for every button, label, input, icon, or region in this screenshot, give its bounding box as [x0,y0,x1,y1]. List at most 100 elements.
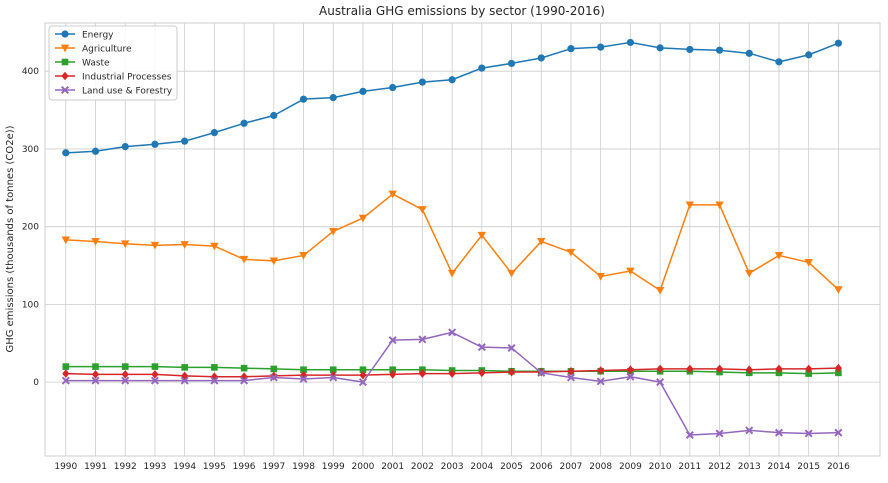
data-point [835,369,842,377]
data-point [566,373,575,382]
data-point [656,44,664,52]
x-tick-label: 2011 [678,462,701,472]
y-tick-label: 0 [33,378,39,388]
data-point [834,39,842,47]
data-point [151,140,159,148]
data-point [537,54,545,62]
series-1 [61,190,843,295]
x-tick-label: 1992 [114,462,137,472]
data-point [448,328,457,337]
data-point [775,58,783,66]
data-point [299,252,308,260]
data-point [210,129,218,137]
legend-label: Industrial Processes [82,73,172,83]
data-point [270,365,278,373]
legend-label: Agriculture [82,45,132,55]
x-tick-label: 1994 [173,462,196,472]
data-point [358,378,367,387]
x-tick-label: 2001 [381,462,404,472]
data-point [805,51,813,59]
data-point [389,83,397,92]
x-tick-label: 2005 [500,462,523,472]
data-point [359,370,367,380]
data-point [91,147,100,155]
data-point [804,259,813,267]
x-tick-label: 2009 [619,462,642,472]
data-point [418,78,426,86]
data-point [92,363,99,370]
data-point [150,376,159,385]
data-point [358,214,368,223]
data-point [300,366,307,374]
data-point [477,231,487,240]
tick-labels: 1990 1991 1992 1993 1994 1995 1996 1997 1998 1999… [22,67,850,472]
data-point [121,370,129,379]
data-point [775,364,783,374]
chart-title: Australia GHG emissions by sector (1990-… [319,4,605,18]
data-point [834,363,842,373]
data-point [448,76,456,84]
data-point [62,369,70,378]
data-point [269,373,278,382]
data-point [151,363,159,370]
data-point [299,95,308,103]
data-point [626,372,635,381]
data-point [389,366,396,374]
data-point [774,252,784,260]
x-tick-label: 2003 [441,462,464,472]
data-point [447,269,457,278]
data-point [805,364,813,374]
data-point [626,365,634,375]
data-point [656,378,665,387]
data-point [686,45,694,54]
x-tick-label: 1990 [54,462,77,472]
data-point [329,373,338,382]
data-point [388,190,397,199]
x-tick-label: 1998 [292,462,315,472]
x-tick-label: 2013 [738,462,761,472]
data-point [448,369,456,378]
data-point [329,227,338,236]
data-point [329,94,337,102]
data-point [537,368,546,377]
data-point [597,366,605,375]
legend-marker [61,86,69,94]
data-point [567,45,575,53]
data-point [715,429,724,438]
data-point [269,257,279,266]
data-point [121,363,129,370]
data-point [478,64,486,72]
data-point [299,375,308,384]
data-point [61,236,71,245]
legend-label: Land use & Forestry [82,87,173,97]
data-point [270,111,278,120]
data-point [418,335,427,344]
data-point [418,369,426,378]
series-3 [62,363,842,382]
data-point [804,429,813,438]
plot-background [45,23,880,456]
x-tick-label: 1993 [143,462,166,472]
data-point [685,431,694,440]
data-point [567,366,575,376]
data-point [359,366,367,374]
y-tick-label: 100 [22,300,39,310]
data-point [507,269,516,278]
data-point [566,248,576,257]
data-point [240,119,248,127]
legend-marker [61,58,69,66]
x-tick-label: 2012 [708,462,731,472]
x-tick-label: 1995 [203,462,226,472]
data-point [834,286,843,294]
legend-marker [61,71,69,81]
data-point [389,370,397,379]
data-point [656,364,664,374]
data-point [507,343,516,352]
data-point [685,201,695,210]
data-point [181,364,188,371]
x-tick-label: 2004 [470,462,493,472]
data-point [596,377,605,386]
y-axis-label: GHG emissions (thousands of tonnes (CO2e… [5,125,16,352]
series-0 [62,38,842,157]
